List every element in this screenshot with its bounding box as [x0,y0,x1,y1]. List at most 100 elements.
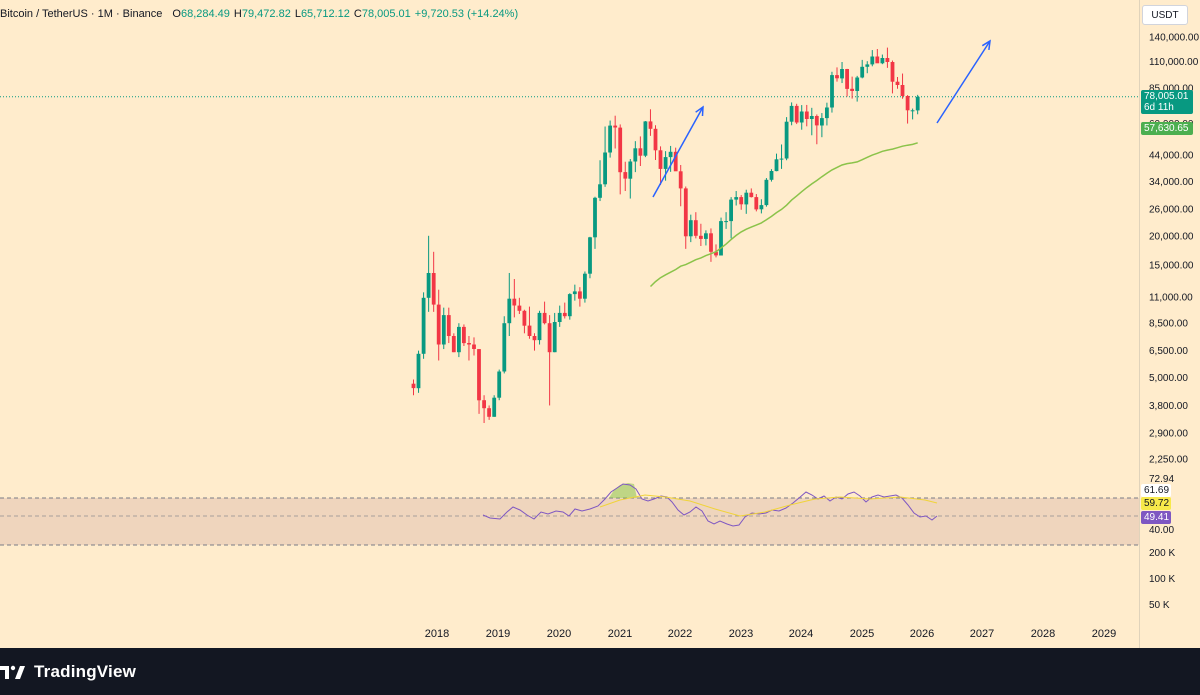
price-tick-label: 110,000.00 [1149,57,1199,68]
candle-body [704,233,708,239]
rsi-top-tick: 72.94 [1149,474,1174,485]
ohlc-low: L65,712.12 [294,8,350,20]
candle-body [910,110,915,112]
candle-body [779,158,784,160]
candle-body [860,66,865,78]
candle-body [421,297,426,354]
candle-body [512,298,517,306]
candle-body [850,88,854,91]
candle-body [719,221,723,256]
candle-body [472,344,476,349]
currency-button[interactable]: USDT [1142,5,1188,25]
candle-body [557,312,562,322]
candle-body [678,171,683,189]
candle-body [890,62,895,82]
year-tick-label: 2020 [547,628,571,640]
candle-body [482,400,486,409]
candle-body [532,336,537,341]
candle-body [759,205,764,210]
candle-body [809,116,814,119]
price-tick-label: 85,000.00 [1149,84,1194,95]
volume-tick-label: 100 K [1149,574,1175,585]
moving-average-line [649,142,918,288]
candle-body [835,75,839,79]
tradingview-logo[interactable]: TradingView [0,662,136,682]
candle-body [618,127,623,173]
volume-tick-label: 50 K [1149,600,1170,611]
price-tick-label: 11,000.00 [1149,292,1193,303]
candle-body [915,96,920,111]
candle-body [613,125,618,128]
candle-body [487,408,491,417]
candle-body [739,197,744,205]
candle-body [789,105,794,122]
candle-body [769,171,774,180]
year-tick-label: 2022 [668,628,692,640]
candle-body [825,107,829,119]
tradingview-wordmark: TradingView [34,661,137,681]
bar-countdown: 6d 11h [1144,102,1174,113]
candle-body [547,323,552,353]
chart-area[interactable]: 140,000.00110,000.0085,000.0060,000.0044… [0,0,1200,648]
candle-body [774,159,779,172]
candle-body [683,188,688,237]
rsi-band [0,498,1139,545]
ohlc-open: O68,284.49 [172,8,230,20]
candle-body [457,326,461,353]
year-tick-label: 2018 [425,628,449,640]
candle-body [572,291,577,295]
symbol-label[interactable]: Bitcoin / TetherUS · 1M · Binance [0,8,163,20]
candle-body [522,310,527,326]
candle-body [477,349,481,401]
trend-arrow-projection-head [981,39,991,51]
last-price-tag: 78,005.01 6d 11h [1141,90,1193,114]
last-price-value: 78,005.01 [1144,91,1189,102]
ohlc-change: +9,720.53 (+14.24%) [414,8,519,20]
candle-body [578,291,582,299]
price-tick-label: 8,500.00 [1149,319,1188,330]
candle-body [658,150,663,169]
price-tick-label: 26,000.00 [1149,205,1194,216]
tradingview-logo-icon [0,665,25,679]
candle-body [754,197,759,210]
trend-arrow-projection [936,40,991,124]
candle-body [598,184,602,198]
candle-body [855,77,860,91]
rsi-line [482,483,938,527]
year-tick-label: 2025 [850,628,874,640]
candle-body [885,58,890,62]
candle-body [537,312,542,341]
candle-body [814,116,819,126]
candle-body [593,197,597,238]
candle-body [900,85,905,96]
price-chart[interactable]: 140,000.00110,000.0085,000.0060,000.0044… [0,0,1200,648]
candle-body [643,121,648,156]
candle-body [492,397,497,417]
candle-body [623,172,628,179]
candle-body [870,56,875,65]
candle-body [804,111,809,119]
candle-body [441,315,446,345]
candle-body [840,69,844,79]
candle-body [865,64,870,67]
candle-body [820,118,824,126]
candle-body [714,251,718,256]
ohlc-high: H79,472.82 [233,8,291,20]
candle-body [673,151,678,172]
candle-body [431,273,436,305]
price-tick-label: 44,000.00 [1149,151,1194,162]
candle-body [588,237,592,274]
candle-body [633,148,638,162]
candle-body [628,161,633,179]
year-tick-label: 2028 [1031,628,1055,640]
price-tick-label: 140,000.00 [1149,33,1199,44]
rsi-value: 49.41 [1141,511,1171,524]
candle-body [734,197,739,200]
candle-body [426,273,431,298]
candles-group [411,47,920,424]
rsi-ma-value: 59.72 [1141,497,1171,510]
ohlc-close: C78,005.01 [353,8,411,20]
candle-body [653,128,658,151]
candle-body [784,121,789,159]
candle-body [688,220,693,237]
